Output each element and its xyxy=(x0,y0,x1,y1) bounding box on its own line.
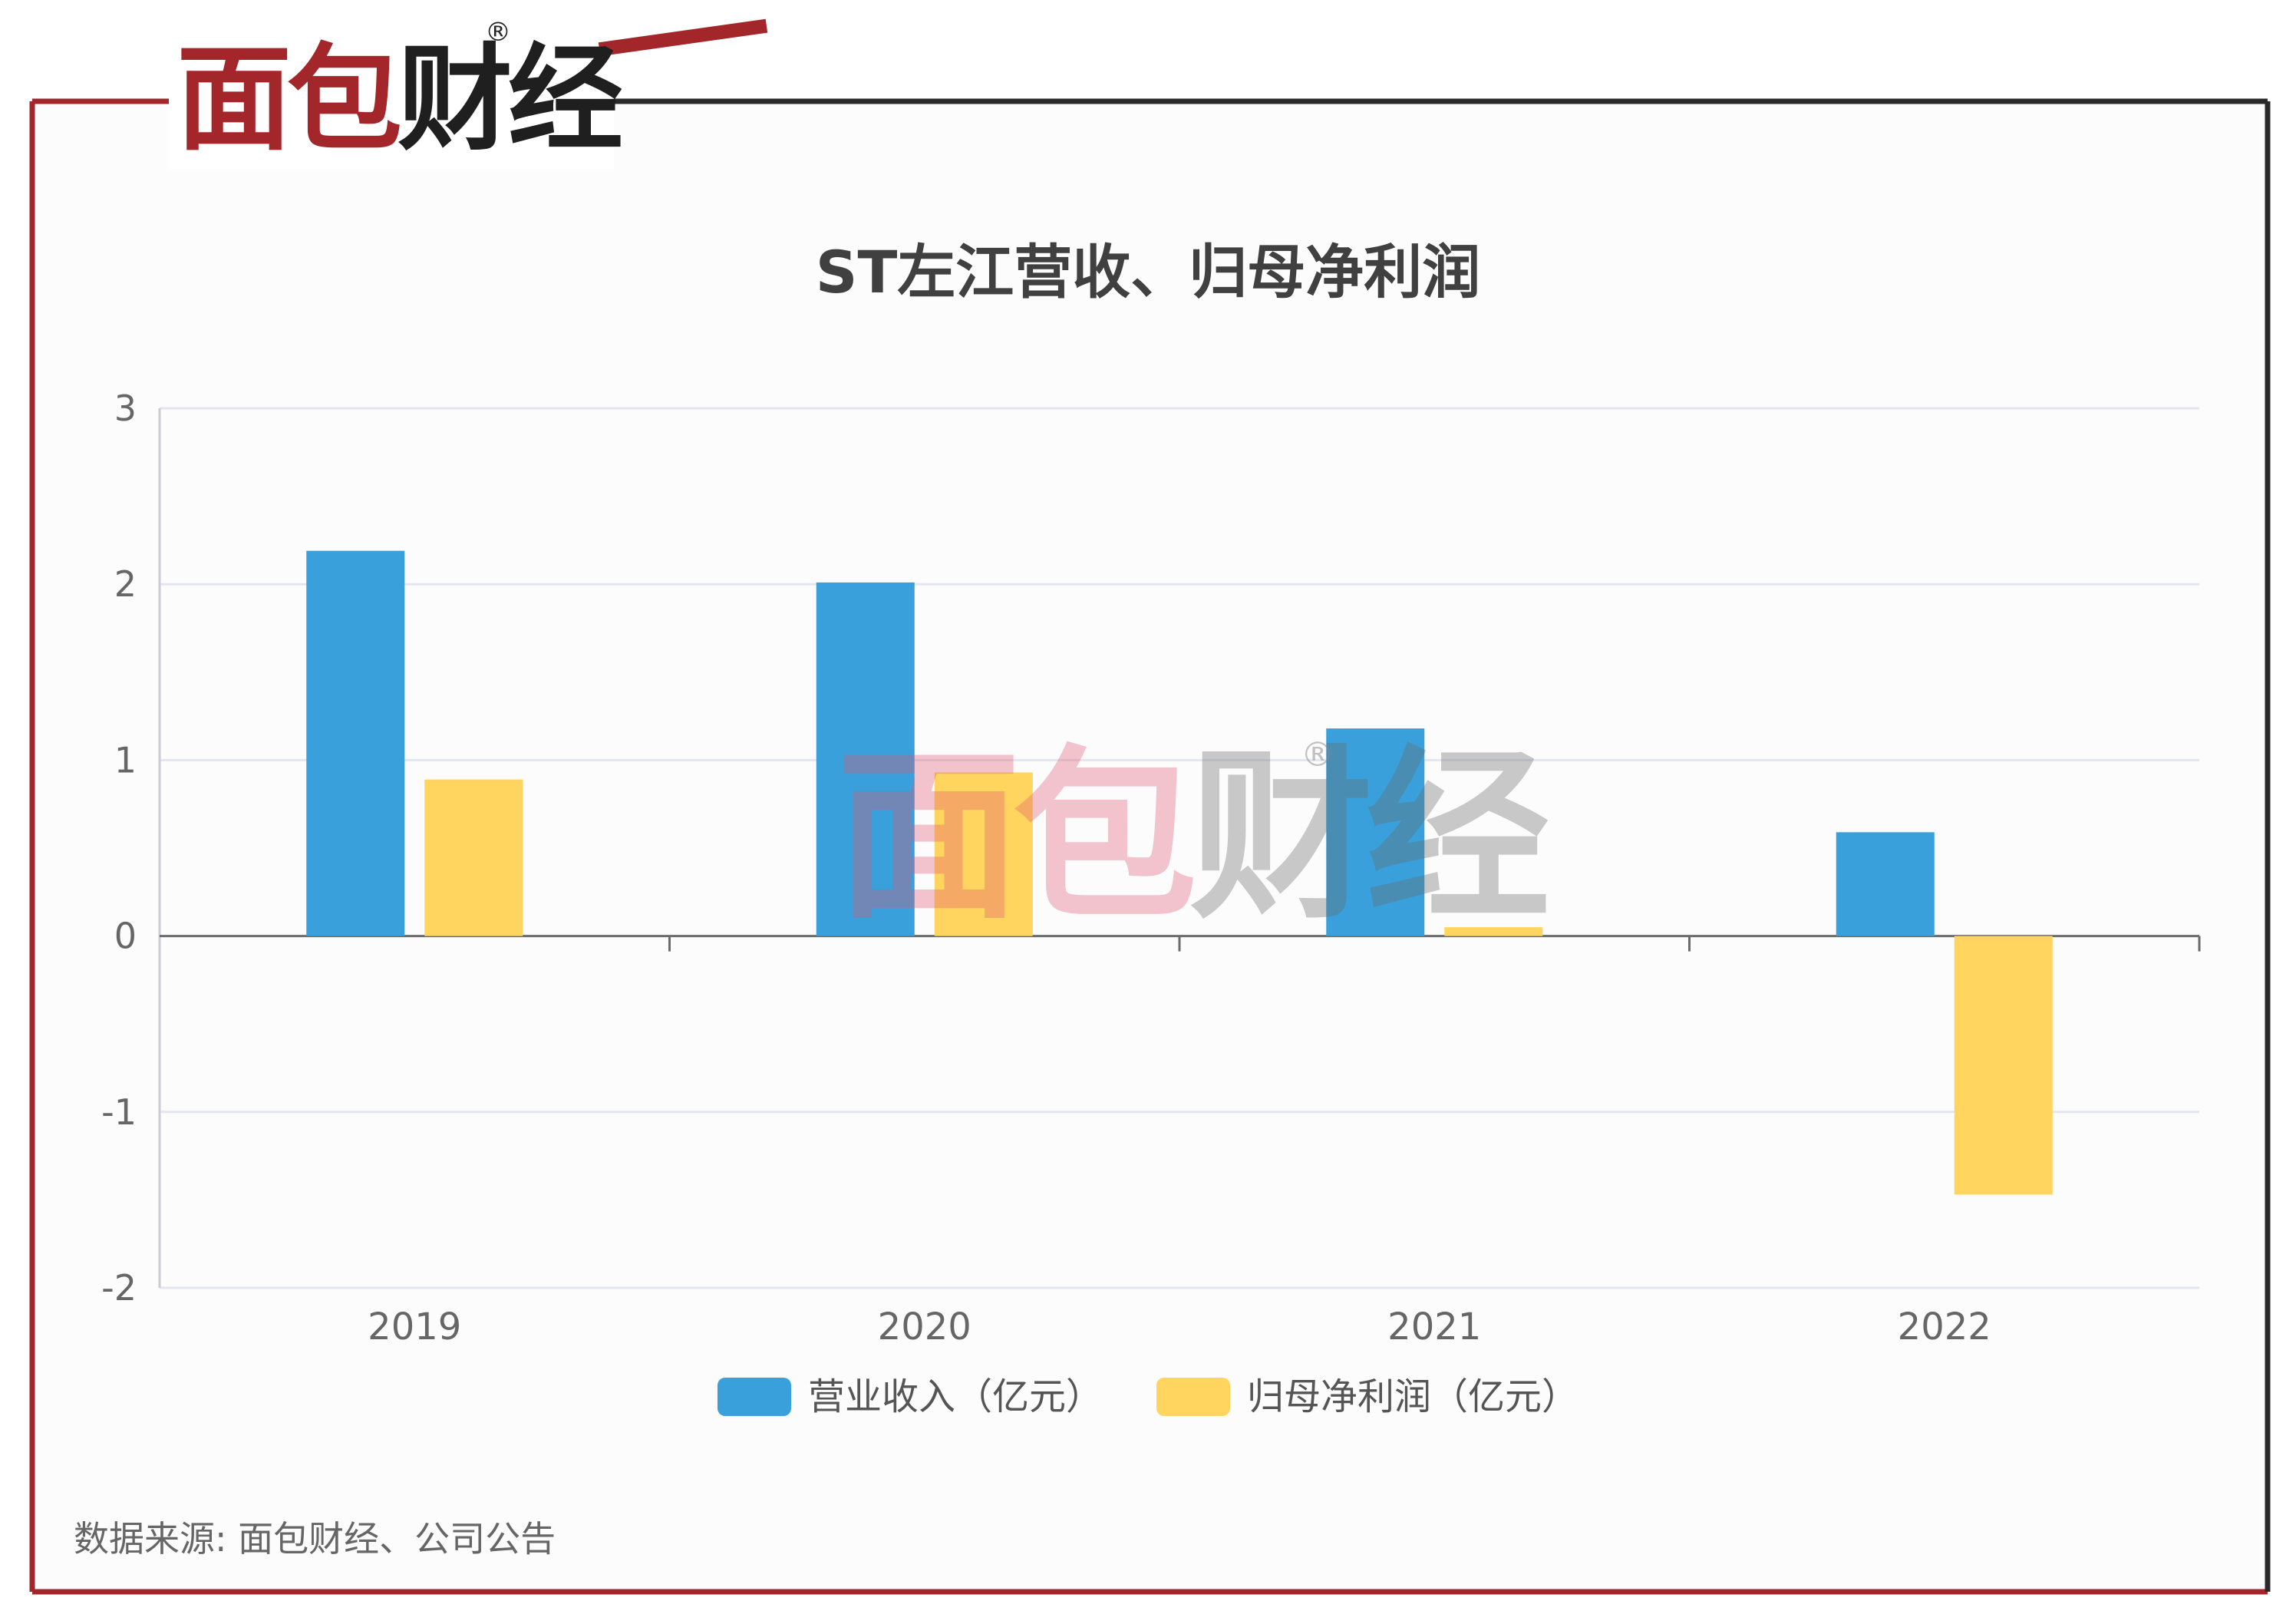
legend-swatch-net-profit xyxy=(1156,1378,1230,1416)
legend-item-net-profit[interactable]: 归母净利润（亿元） xyxy=(1156,1374,1578,1420)
data-source-note: 数据来源: 面包财经、公司公告 xyxy=(74,1518,556,1560)
bar-net-profit xyxy=(1954,936,2053,1195)
bar-revenue xyxy=(306,550,405,936)
logo-char-2: 包 xyxy=(287,33,402,167)
y-tick-label: 2 xyxy=(114,563,137,605)
legend-label-revenue: 营业收入（亿元） xyxy=(807,1375,1103,1418)
bar-revenue xyxy=(1326,728,1425,936)
chart-legend: 营业收入（亿元） 归母净利润（亿元） xyxy=(0,1374,2296,1420)
bar-net-profit xyxy=(1444,927,1543,936)
logo-wordmark: 面包财经 xyxy=(176,38,623,161)
y-tick-label: 3 xyxy=(114,388,137,429)
bar-net-profit xyxy=(934,772,1033,936)
watermark-char-4: 经 xyxy=(1366,729,1550,944)
y-tick-label: -2 xyxy=(101,1267,137,1309)
watermark-char-2: 包 xyxy=(1013,729,1197,944)
watermark-char-3: 财 xyxy=(1189,729,1374,944)
logo-char-4: 经 xyxy=(508,33,623,167)
brand-logo: 面包财经 ® xyxy=(169,15,768,169)
legend-item-revenue[interactable]: 营业收入（亿元） xyxy=(717,1374,1103,1420)
watermark-char-1: 面 xyxy=(836,729,1021,944)
x-tick-label: 2019 xyxy=(368,1305,461,1348)
logo-registered-mark: ® xyxy=(485,17,511,48)
logo-char-3: 财 xyxy=(398,33,513,167)
bar-revenue xyxy=(1836,832,1935,936)
watermark-registered-mark: ® xyxy=(1301,735,1334,774)
bar-revenue xyxy=(816,582,915,936)
y-tick-label: -1 xyxy=(101,1091,137,1133)
legend-label-net-profit: 归母净利润（亿元） xyxy=(1247,1375,1579,1418)
y-tick-label: 1 xyxy=(114,739,137,781)
x-tick-label: 2022 xyxy=(1898,1305,1991,1348)
logo-char-1: 面 xyxy=(176,33,292,167)
chart-title: ST左江营收、归母净利润 xyxy=(815,238,1481,306)
bar-net-profit xyxy=(424,779,523,936)
watermark: 面包财经 xyxy=(836,737,1550,936)
y-tick-label: 0 xyxy=(114,916,137,957)
x-tick-label: 2021 xyxy=(1387,1305,1481,1348)
x-tick-label: 2020 xyxy=(878,1305,972,1348)
legend-swatch-revenue xyxy=(717,1378,791,1416)
